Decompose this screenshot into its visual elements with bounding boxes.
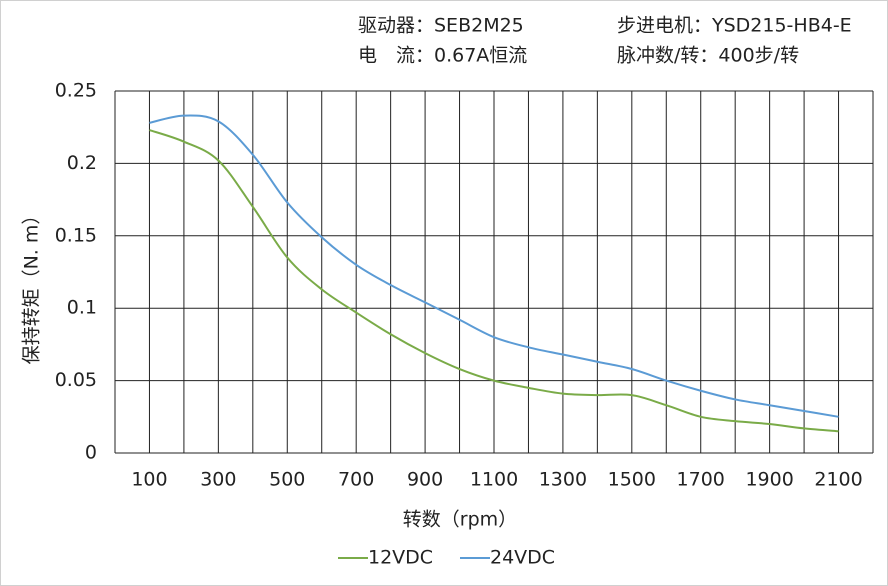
x-tick-label: 700 (338, 469, 374, 491)
header-text: 脉冲数/转：400步/转 (617, 45, 799, 67)
y-tick-label: 0.15 (55, 224, 97, 246)
header-text: 驱动器：SEB2M25 (358, 15, 524, 37)
data-line (149, 129, 839, 433)
x-tick-label: 1900 (745, 469, 793, 491)
y-tick-label: 0.1 (67, 297, 97, 319)
legend-label: 12VDC (368, 547, 433, 569)
x-tick-label: 1300 (539, 469, 587, 491)
x-tick-label: 900 (407, 469, 443, 491)
y-tick-label: 0 (85, 442, 97, 464)
header-text: 电 流：0.67A恒流 (358, 45, 527, 67)
y-tick-label: 0.25 (55, 80, 97, 102)
y-tick-label: 0.05 (55, 369, 97, 391)
x-tick-label: 1100 (470, 469, 518, 491)
x-tick-label: 2100 (814, 469, 862, 491)
x-tick-label: 100 (131, 469, 167, 491)
x-tick-label: 1700 (677, 469, 725, 491)
x-axis-title: 转数（rpm） (403, 509, 517, 531)
data-line (149, 114, 839, 418)
legend-label: 24VDC (490, 547, 555, 569)
x-tick-label: 1500 (608, 469, 656, 491)
x-tick-label: 500 (269, 469, 305, 491)
y-axis-title: 保持转矩（N. m） (21, 206, 43, 365)
x-tick-label: 300 (200, 469, 236, 491)
header-text: 步进电机：YSD215-HB4-E (617, 15, 852, 37)
y-tick-label: 0.2 (67, 152, 97, 174)
